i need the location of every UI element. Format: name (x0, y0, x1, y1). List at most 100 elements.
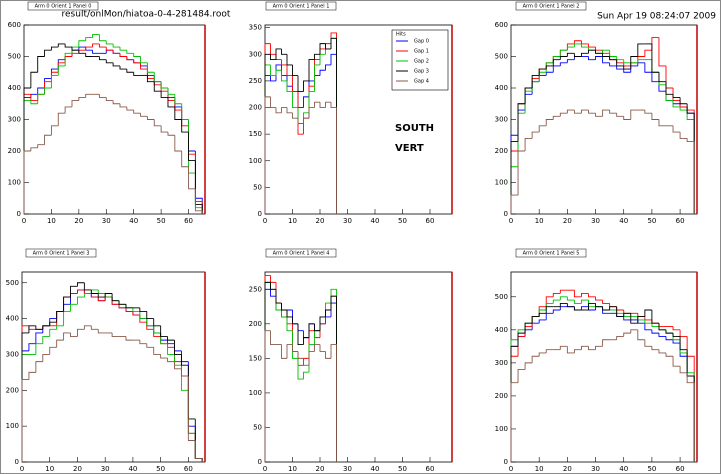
hist-bin (264, 96, 271, 214)
y-tick-label: 100 (495, 425, 508, 433)
hist-bin (112, 62, 120, 67)
y-tick-label: 50 (253, 423, 262, 431)
hist-bin (275, 48, 282, 60)
hist-bin (672, 125, 681, 133)
x-tick-label: 40 (128, 465, 137, 473)
hist-bin (595, 345, 603, 350)
hist-bin (270, 64, 276, 77)
x-tick-label: 10 (288, 217, 297, 225)
hist-bin (581, 306, 589, 310)
hist-bin (630, 56, 638, 70)
hist-bin (50, 46, 59, 51)
hist-bin (303, 358, 309, 366)
hist-bin (325, 351, 331, 359)
hist-bin (167, 132, 175, 136)
hist-bin (644, 316, 652, 321)
x-tick-label: 20 (73, 465, 82, 473)
hist-bin (292, 64, 298, 77)
hist-bin (70, 303, 78, 312)
hist-bin (139, 340, 147, 345)
x-tick-label: 0 (509, 217, 513, 225)
hist-bin (330, 102, 337, 214)
hist-bin (126, 56, 134, 61)
hist-bin (286, 54, 293, 66)
y-tick-label: 200 (6, 386, 19, 394)
hist-bin (566, 46, 575, 51)
hist-bin (44, 87, 52, 95)
y-tick-label: 0 (504, 210, 508, 218)
hist-bin (602, 306, 610, 311)
hist-bin (167, 343, 175, 355)
x-tick-label: 60 (676, 217, 685, 225)
hist-bin (602, 49, 610, 54)
x-tick-label: 0 (263, 465, 267, 473)
hist-bin (64, 52, 72, 66)
hist-bin (545, 349, 554, 353)
y-tick-label: 200 (8, 147, 21, 155)
hist-bin (286, 64, 293, 77)
hist-bin (308, 91, 315, 113)
hist-bin (50, 74, 59, 88)
hist-bin (672, 326, 681, 331)
hist-bin (517, 369, 526, 383)
hist-bin (292, 330, 298, 359)
hist-bin (325, 309, 331, 317)
hist-bin (679, 336, 688, 351)
hist-bin (180, 368, 189, 377)
hist-bin (588, 302, 596, 310)
hist-bin (658, 72, 666, 83)
hist-bin (524, 137, 533, 151)
hist-bin (49, 328, 57, 337)
hist-bin (297, 91, 304, 135)
hist-bin (181, 119, 189, 133)
hist-bin (111, 332, 120, 337)
plot-frame (264, 271, 453, 463)
hist-bin (686, 138, 695, 214)
hist-bin (146, 311, 154, 320)
hist-bin (297, 118, 304, 124)
hist-bin (49, 346, 57, 355)
hist-bin (160, 91, 168, 98)
hist-bin (319, 43, 326, 55)
hist-bin (44, 49, 52, 57)
hist-bin (609, 306, 617, 310)
hist-bin (174, 106, 182, 120)
y-tick-label: 300 (6, 350, 19, 358)
hist-bin (644, 339, 652, 347)
hist-bin (588, 346, 596, 351)
x-tick-label: 30 (102, 217, 111, 225)
hist-bin (153, 325, 161, 334)
x-tick-label: 40 (129, 217, 138, 225)
hist-bin (308, 351, 315, 366)
hist-bin (665, 352, 674, 357)
x-tick-label: 30 (101, 465, 110, 473)
legend-title: Hits (396, 32, 406, 38)
hist-bin (679, 106, 688, 111)
hist-bin (119, 53, 127, 57)
hist-bin (573, 290, 582, 298)
hist-bin (566, 109, 575, 114)
legend-label: Gap 0 (414, 39, 429, 45)
hist-bin (132, 311, 140, 316)
hist-bin (672, 100, 681, 108)
hist-bin (510, 382, 519, 462)
hist-bin (98, 56, 107, 61)
hist-bin (139, 307, 147, 312)
hist-bin (133, 59, 141, 64)
hist-bin (545, 65, 554, 70)
hist-bin (281, 344, 287, 359)
hist-bin (146, 343, 154, 348)
hist-bin (672, 333, 681, 337)
hist-bin (581, 293, 589, 297)
y-tick-label: 300 (8, 116, 21, 124)
hist-bin (174, 340, 182, 355)
y-tick-label: 100 (6, 422, 19, 430)
hist-bin (153, 119, 162, 127)
y-tick-label: 500 (6, 279, 19, 287)
hist-bin (105, 47, 114, 51)
x-tick-label: 30 (343, 217, 352, 225)
hist-bin (78, 97, 86, 101)
panel-title-box (27, 1, 99, 11)
hist-bin (174, 94, 182, 105)
hist-bin (119, 47, 127, 51)
